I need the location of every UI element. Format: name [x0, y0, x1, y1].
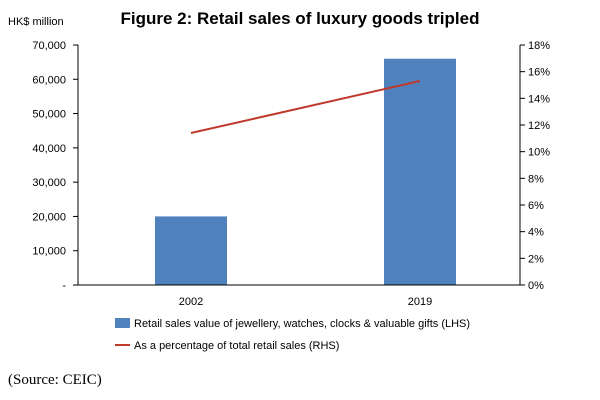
x-tick-label: 2002	[179, 296, 203, 308]
right-tick-label: 6%	[528, 200, 544, 212]
left-tick-label: 30,000	[32, 177, 66, 189]
right-tick-label: 4%	[528, 227, 544, 239]
right-tick-label: 14%	[528, 93, 550, 105]
right-tick-label: 18%	[528, 40, 550, 52]
right-tick-label: 12%	[528, 120, 550, 132]
right-tick-label: 2%	[528, 253, 544, 265]
legend-label-bar: Retail sales value of jewellery, watches…	[134, 318, 470, 330]
left-tick-label: 70,000	[32, 40, 66, 52]
legend-label-line: As a percentage of total retail sales (R…	[134, 340, 339, 352]
left-axis-unit-label: HK$ million	[8, 16, 64, 28]
right-tick-label: 10%	[528, 147, 550, 159]
bar-series	[155, 58, 456, 285]
left-tick-label: 10,000	[32, 246, 66, 258]
bar-2019	[384, 58, 456, 285]
right-tick-label: 8%	[528, 173, 544, 185]
x-axis-ticks: 2002 2019	[179, 296, 432, 308]
left-axis-ticks: - 10,000 20,000 30,000 40,000 50,000 60,000 70,…	[32, 40, 78, 292]
percentage-line	[190, 80, 421, 134]
left-tick-label: 40,000	[32, 143, 66, 155]
line-series	[190, 80, 421, 134]
chart-svg: Figure 2: Retail sales of luxury goods t…	[8, 9, 550, 352]
legend-swatch-bar	[115, 318, 130, 328]
source-note: (Source: CEIC)	[8, 372, 102, 388]
legend: Retail sales value of jewellery, watches…	[115, 318, 470, 352]
right-axis-ticks: 0% 2% 4% 6% 8% 10% 12% 14% 16% 18%	[520, 40, 550, 292]
left-tick-label: 20,000	[32, 211, 66, 223]
left-tick-label: -	[62, 280, 66, 292]
bar-2002	[155, 216, 227, 285]
left-tick-label: 60,000	[32, 74, 66, 86]
right-tick-label: 0%	[528, 280, 544, 292]
chart-title: Figure 2: Retail sales of luxury goods t…	[121, 9, 480, 28]
x-tick-label: 2019	[408, 296, 432, 308]
right-tick-label: 16%	[528, 67, 550, 79]
left-tick-label: 50,000	[32, 109, 66, 121]
